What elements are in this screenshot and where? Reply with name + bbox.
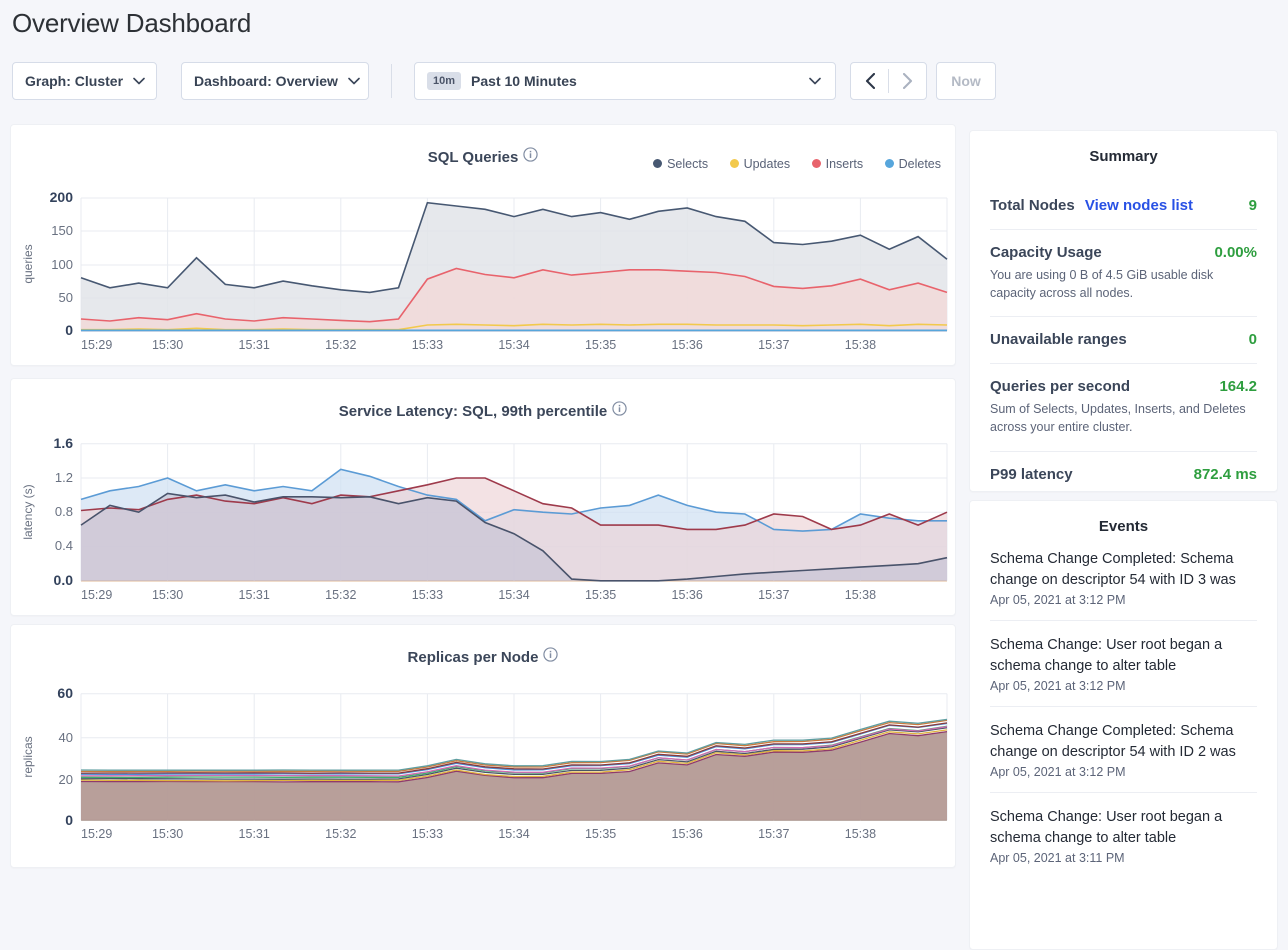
- svg-text:15:37: 15:37: [758, 588, 789, 602]
- svg-text:15:33: 15:33: [412, 827, 443, 841]
- svg-text:0.4: 0.4: [55, 538, 73, 553]
- svg-text:15:33: 15:33: [412, 588, 443, 602]
- svg-text:15:29: 15:29: [81, 588, 112, 602]
- svg-text:15:29: 15:29: [81, 338, 112, 352]
- svg-text:200: 200: [50, 189, 74, 205]
- svg-text:1.2: 1.2: [55, 470, 73, 485]
- svg-text:100: 100: [51, 257, 73, 272]
- svg-text:15:31: 15:31: [239, 338, 270, 352]
- svg-text:15:36: 15:36: [672, 588, 703, 602]
- svg-text:40: 40: [59, 730, 73, 745]
- svg-text:60: 60: [57, 685, 73, 701]
- svg-text:15:38: 15:38: [845, 827, 876, 841]
- svg-text:20: 20: [59, 772, 73, 787]
- svg-text:15:32: 15:32: [325, 588, 356, 602]
- svg-text:15:38: 15:38: [845, 588, 876, 602]
- svg-text:150: 150: [51, 223, 73, 238]
- svg-text:15:30: 15:30: [152, 338, 183, 352]
- svg-text:1.6: 1.6: [54, 435, 74, 451]
- svg-text:15:35: 15:35: [585, 588, 616, 602]
- svg-text:15:30: 15:30: [152, 588, 183, 602]
- svg-text:15:34: 15:34: [498, 588, 529, 602]
- svg-text:15:36: 15:36: [672, 827, 703, 841]
- svg-text:15:36: 15:36: [672, 338, 703, 352]
- svg-text:50: 50: [59, 290, 73, 305]
- svg-text:15:29: 15:29: [81, 827, 112, 841]
- svg-text:15:35: 15:35: [585, 827, 616, 841]
- svg-text:0.0: 0.0: [54, 572, 74, 588]
- svg-text:0: 0: [65, 812, 73, 828]
- svg-text:15:31: 15:31: [239, 588, 270, 602]
- svg-text:15:34: 15:34: [498, 827, 529, 841]
- svg-text:0: 0: [65, 322, 73, 338]
- svg-text:15:34: 15:34: [498, 338, 529, 352]
- svg-text:15:32: 15:32: [325, 338, 356, 352]
- svg-text:15:35: 15:35: [585, 338, 616, 352]
- svg-text:15:30: 15:30: [152, 827, 183, 841]
- svg-text:15:31: 15:31: [239, 827, 270, 841]
- svg-text:0.8: 0.8: [55, 504, 73, 519]
- svg-text:15:32: 15:32: [325, 827, 356, 841]
- svg-text:15:37: 15:37: [758, 338, 789, 352]
- svg-text:15:33: 15:33: [412, 338, 443, 352]
- svg-text:15:38: 15:38: [845, 338, 876, 352]
- svg-text:15:37: 15:37: [758, 827, 789, 841]
